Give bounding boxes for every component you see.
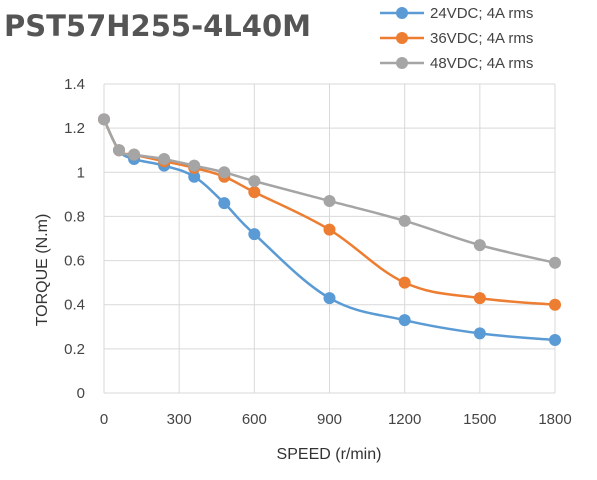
x-tick-label: 900: [317, 411, 342, 428]
x-tick-labels: 0 300 600 900 1200 1500 1800: [100, 411, 572, 428]
data-point: [549, 334, 561, 347]
legend-swatch-marker: [396, 32, 408, 44]
x-tick-label: 0: [100, 411, 108, 428]
x-tick-label: 1800: [538, 411, 571, 428]
data-point: [128, 148, 141, 161]
x-tick-label: 1200: [388, 411, 421, 428]
data-point: [248, 228, 261, 241]
data-point: [158, 153, 171, 166]
y-tick-label: 0: [77, 385, 85, 402]
data-point: [188, 159, 201, 172]
legend-swatch-marker: [396, 7, 408, 19]
data-point: [549, 298, 561, 311]
data-point: [323, 194, 336, 207]
data-point: [188, 170, 201, 183]
series-3: [98, 113, 561, 269]
legend: 24VDC; 4A rms 36VDC; 4A rms 48VDC; 4A rms: [380, 5, 533, 72]
x-axis-title: SPEED (r/min): [277, 446, 382, 463]
data-point: [248, 175, 261, 188]
data-point: [473, 239, 486, 252]
data-point: [473, 327, 486, 340]
legend-label: 48VDC; 4A rms: [430, 55, 533, 72]
data-point: [218, 197, 231, 210]
data-point: [98, 113, 110, 126]
y-tick-label: 0.6: [64, 253, 85, 270]
y-axis-title: TORQUE (N.m): [34, 214, 51, 327]
legend-label: 24VDC; 4A rms: [430, 5, 533, 22]
series-layer: [98, 113, 561, 347]
data-point: [473, 292, 486, 305]
data-point: [398, 314, 411, 327]
data-point: [323, 292, 336, 305]
y-tick-label: 0.2: [64, 341, 85, 358]
grid-lines: [103, 83, 556, 394]
chart-title: PST57H255-4L40M: [4, 9, 311, 43]
x-tick-label: 300: [167, 411, 192, 428]
data-point: [398, 276, 411, 289]
legend-swatch-marker: [396, 57, 408, 69]
y-tick-label: 1.2: [64, 120, 85, 137]
data-point: [323, 223, 336, 236]
y-tick-label: 1: [77, 164, 85, 181]
legend-entry: 36VDC; 4A rms: [380, 30, 533, 47]
y-tick-labels: 0 0.2 0.4 0.6 0.8 1 1.2 1.4: [64, 76, 85, 402]
data-point: [218, 166, 231, 179]
y-tick-label: 0.4: [64, 297, 85, 314]
data-point: [248, 186, 261, 199]
data-point: [113, 144, 126, 157]
y-tick-label: 0.8: [64, 208, 85, 225]
y-tick-label: 1.4: [64, 76, 85, 93]
legend-entry: 24VDC; 4A rms: [380, 5, 533, 22]
legend-label: 36VDC; 4A rms: [430, 30, 533, 47]
x-tick-label: 1500: [463, 411, 496, 428]
data-point: [398, 214, 411, 227]
legend-entry: 48VDC; 4A rms: [380, 55, 533, 72]
x-tick-label: 600: [242, 411, 267, 428]
data-point: [549, 256, 561, 269]
